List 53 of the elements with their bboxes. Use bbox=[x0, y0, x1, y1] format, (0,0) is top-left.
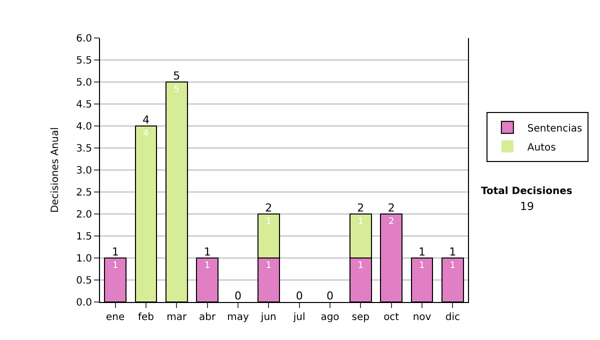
x-tick-label: feb bbox=[138, 312, 154, 323]
y-tick-label: 4.5 bbox=[76, 100, 92, 110]
total-label: 4 bbox=[142, 113, 150, 126]
y-tick-label: 0.5 bbox=[76, 276, 92, 286]
y-tick-label: 6.0 bbox=[76, 34, 92, 44]
y-axis-title: Decisiones Anual bbox=[50, 127, 62, 213]
data-label: 1 bbox=[204, 261, 210, 271]
total-label: 2 bbox=[357, 201, 364, 214]
y-tick-label: 5.5 bbox=[76, 56, 92, 66]
total-label: 1 bbox=[449, 245, 456, 258]
total-label: 1 bbox=[418, 245, 426, 258]
total-label: 2 bbox=[265, 201, 272, 214]
data-label: 1 bbox=[450, 261, 456, 271]
y-tick-label: 1.0 bbox=[76, 254, 92, 264]
y-tick-label: 1.5 bbox=[76, 232, 92, 242]
x-tick-label: jul bbox=[292, 312, 306, 323]
x-tick-label: abr bbox=[199, 312, 217, 323]
data-label: 1 bbox=[266, 261, 272, 271]
text: 19 bbox=[520, 200, 534, 213]
data-label: 5 bbox=[174, 85, 180, 95]
y-tick-label: 0.0 bbox=[76, 298, 92, 308]
total-label: 0 bbox=[296, 289, 303, 302]
y-tick-label: 3.5 bbox=[76, 144, 92, 154]
x-tick-label: dic bbox=[445, 312, 460, 323]
x-tick-label: ago bbox=[320, 312, 340, 323]
x-tick-label: mar bbox=[166, 312, 188, 323]
y-tick-label: 5.0 bbox=[76, 78, 92, 88]
total-label: 5 bbox=[173, 69, 180, 82]
data-label: 1 bbox=[419, 261, 425, 271]
total-label: 1 bbox=[204, 245, 211, 258]
x-tick-label: sep bbox=[352, 312, 370, 323]
data-label: 1 bbox=[266, 217, 272, 227]
x-tick-label: nov bbox=[412, 312, 432, 323]
y-tick-label: 2.0 bbox=[76, 210, 92, 220]
text: Total Decisiones bbox=[481, 186, 572, 197]
legend-label: Autos bbox=[527, 142, 556, 154]
data-label: 1 bbox=[358, 261, 364, 271]
data-label: 1 bbox=[358, 217, 364, 227]
y-tick-label: 3.0 bbox=[76, 166, 92, 176]
y-tick-label: 4.0 bbox=[76, 122, 92, 132]
x-tick-label: jun bbox=[260, 312, 276, 323]
legend-label: Sentencias bbox=[527, 123, 582, 134]
total-label: 1 bbox=[112, 245, 119, 258]
data-label: 2 bbox=[388, 217, 394, 227]
x-tick-label: may bbox=[227, 312, 249, 323]
data-label: 4 bbox=[143, 129, 149, 139]
y-tick-label: 2.5 bbox=[76, 188, 92, 198]
x-tick-label: ene bbox=[106, 312, 125, 323]
total-label: 2 bbox=[388, 201, 395, 214]
total-label: 0 bbox=[234, 289, 242, 302]
data-label: 1 bbox=[112, 261, 118, 271]
total-label: 0 bbox=[326, 289, 334, 302]
x-tick-label: oct bbox=[384, 312, 400, 323]
